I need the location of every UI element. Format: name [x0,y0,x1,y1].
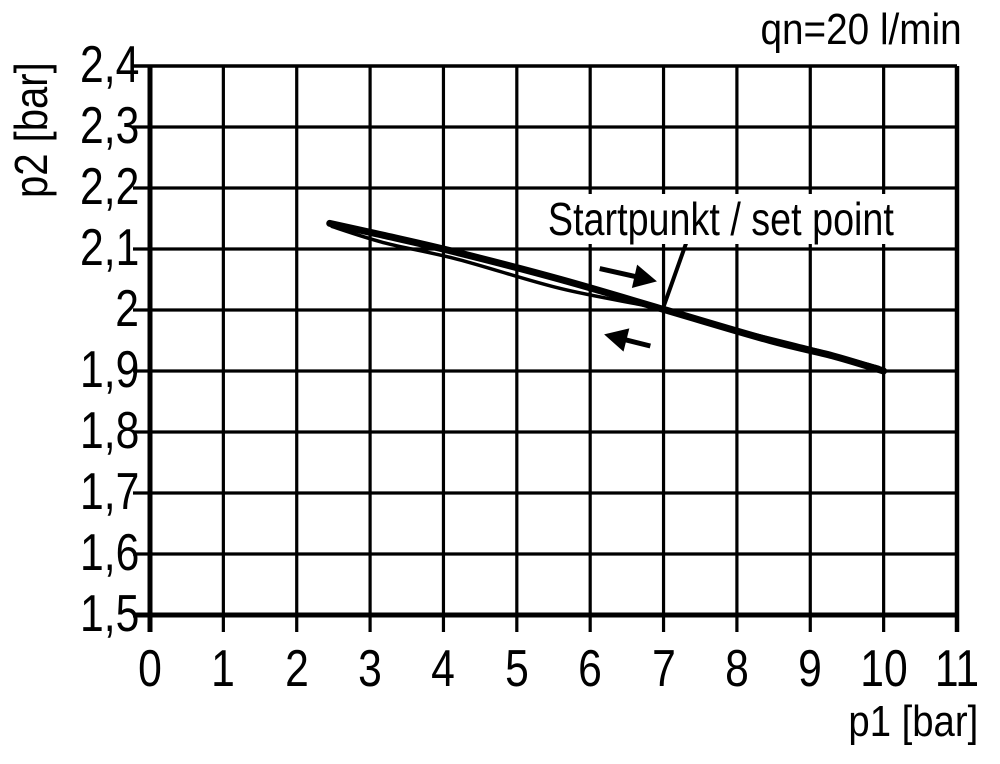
x-tick-label: 10 [859,640,908,698]
y-tick-label: 2 [115,279,139,338]
y-tick-label: 2,1 [79,218,139,277]
set-point-annotation: Startpunkt / set point [543,194,899,244]
x-tick-label: 7 [651,640,676,698]
y-tick-label: 1,8 [79,401,139,460]
x-tick-label: 2 [284,640,309,698]
y-tick-label: 1,9 [79,340,139,399]
x-tick-label: 6 [578,640,603,698]
y-tick-label: 1,5 [79,584,139,643]
x-tick-label: 3 [358,640,382,698]
y-axis-title: p2 [bar] [5,62,57,198]
arrow-head-left-icon [604,328,630,352]
y-tick-label: 1,7 [79,462,139,521]
y-tick-label: 2,3 [79,96,139,155]
x-tick-label: 0 [138,640,162,698]
set-point-pointer-line [660,237,690,310]
y-tick-label: 1,6 [79,523,139,582]
arrow-shaft-right [599,266,641,281]
x-tick-label: 8 [725,640,749,698]
x-tick-label: 1 [211,640,236,698]
x-tick-label: 9 [798,640,823,698]
x-tick-label: 4 [431,640,456,698]
curve-left [330,224,881,370]
flow-rate-label: qn=20 l/min [760,5,962,54]
x-tick-label: 5 [504,640,529,698]
arrow-head-right-icon [631,264,657,289]
x-axis-title: p1 [bar] [848,697,978,746]
y-tick-label: 2,2 [79,157,139,216]
y-tick-label: 2,4 [79,35,139,94]
x-tick-label: 11 [934,640,980,698]
